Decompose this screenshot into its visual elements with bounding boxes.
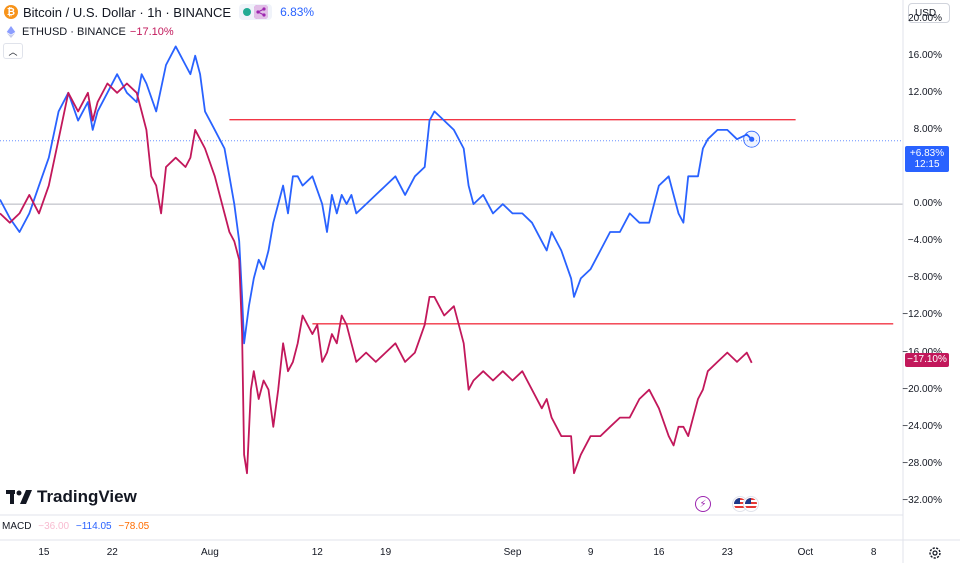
collapse-legend-button[interactable]: ︿	[3, 43, 23, 59]
x-tick-label: 8	[870, 547, 877, 558]
x-tick-label: Oct	[797, 547, 814, 558]
macd-legend[interactable]: MACD −36.00 −114.05 −78.05	[2, 521, 153, 532]
x-tick-label: 23	[721, 547, 733, 558]
btc-price-tag-countdown: 12:15	[914, 159, 940, 170]
tradingview-logo[interactable]: TradingView	[6, 487, 137, 507]
tradingview-logo-icon	[6, 490, 32, 504]
y-tick-label: 20.00%	[908, 12, 942, 24]
x-tick-label: 15	[38, 547, 50, 558]
share-icon[interactable]	[254, 5, 269, 19]
btc-price-tag: +6.83% 12:15	[905, 146, 949, 172]
main-symbol-title[interactable]: Bitcoin / U.S. Dollar · 1h · BINANCE	[23, 4, 232, 20]
macd-value-2: −114.05	[75, 521, 112, 532]
macd-value-1: −36.00	[38, 521, 70, 532]
x-tick-label: Sep	[503, 547, 522, 558]
us-flag-icon[interactable]	[743, 496, 759, 512]
macd-value-3: −78.05	[118, 521, 150, 532]
y-tick-label: −12.00%	[902, 309, 942, 321]
eth-price-tag: −17.10%	[905, 353, 949, 367]
x-tick-label: Aug	[200, 547, 219, 558]
ethereum-icon	[6, 26, 16, 38]
y-tick-label: 16.00%	[908, 49, 942, 61]
x-tick-label: 19	[380, 547, 392, 558]
lightning-icon[interactable]: ⚡	[695, 496, 711, 512]
y-tick-label: −16.00%	[902, 347, 942, 359]
y-tick-label: 12.00%	[908, 86, 942, 98]
x-tick-label: 12	[311, 547, 323, 558]
x-tick-label: 9	[587, 547, 594, 558]
gear-icon[interactable]	[928, 546, 942, 560]
macd-label[interactable]: MACD	[2, 521, 32, 532]
compare-change-value: −17.10%	[129, 26, 174, 38]
eth-price-tag-value: −17.10%	[907, 354, 947, 365]
x-tick-label: 22	[106, 547, 118, 558]
series-line-ethusd[interactable]	[0, 82, 753, 475]
y-tick-label: 8.00%	[913, 123, 942, 135]
y-tick-label: −24.00%	[902, 420, 942, 432]
chevron-up-icon: ︿	[8, 46, 18, 57]
market-status-pill[interactable]	[239, 4, 273, 20]
compare-symbol-legend[interactable]: ETHUSD · BINANCE −17.10%	[4, 24, 174, 40]
y-tick-label: −8.00%	[907, 272, 942, 284]
currency-selector[interactable]: USD	[908, 3, 950, 23]
market-open-dot-icon	[243, 8, 252, 16]
y-tick-label: −28.00%	[902, 457, 942, 469]
y-tick-label: −32.00%	[902, 495, 942, 507]
compare-symbol-name[interactable]: ETHUSD · BINANCE	[22, 26, 126, 38]
y-tick-label: 0.00%	[913, 198, 942, 210]
currency-label: USD	[915, 7, 937, 19]
y-tick-label: −20.00%	[902, 383, 942, 395]
main-change-value: 6.83%	[280, 5, 315, 19]
tradingview-logo-text: TradingView	[37, 487, 137, 506]
x-tick-label: 16	[653, 547, 665, 558]
bitcoin-icon: ₿	[4, 5, 18, 19]
series-line-btcusd[interactable]	[0, 45, 753, 345]
y-tick-label: −4.00%	[907, 235, 942, 247]
btc-price-tag-value: +6.83%	[909, 148, 945, 159]
main-symbol-legend[interactable]: ₿ Bitcoin / U.S. Dollar · 1h · BINANCE 6…	[4, 3, 314, 21]
btc-last-point-dot	[749, 136, 755, 142]
